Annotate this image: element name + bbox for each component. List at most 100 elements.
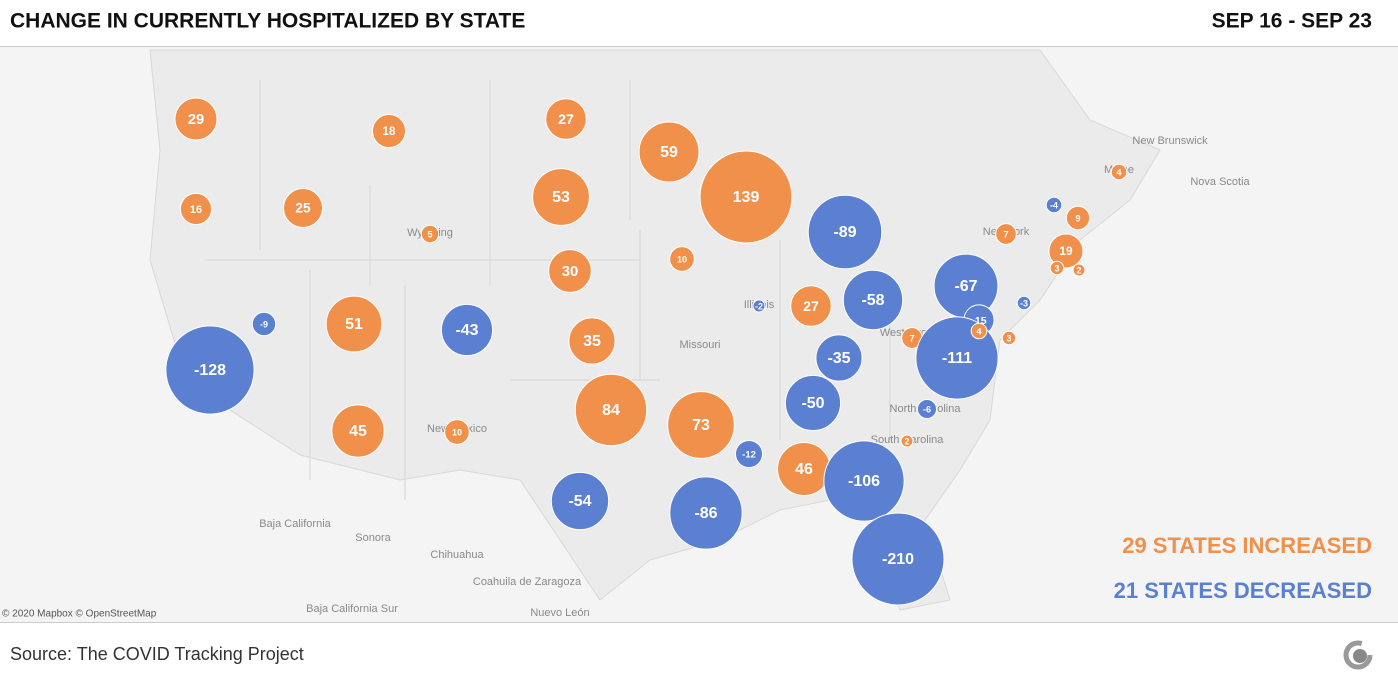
chart-title: CHANGE IN CURRENTLY HOSPITALIZED BY STAT…	[10, 10, 525, 33]
place-label: Coahuila de Zaragoza	[473, 576, 582, 588]
source: Source: The COVID Tracking Project	[10, 644, 304, 664]
bubble	[444, 419, 470, 445]
bubble-label: -128	[194, 362, 226, 379]
bubble-label: -106	[848, 473, 880, 490]
bubble	[548, 249, 592, 293]
bubble-label: -210	[882, 551, 914, 568]
bubble	[325, 295, 383, 353]
bubble	[420, 224, 440, 244]
bubble-label: 30	[562, 263, 579, 280]
bubble	[179, 192, 213, 226]
bubble	[1072, 263, 1086, 277]
bubble-label: -86	[694, 505, 717, 522]
bubble-label: 53	[552, 189, 570, 206]
bubble-label: 16	[190, 204, 202, 216]
bubble-label: -6	[923, 404, 931, 414]
date-range: SEP 16 - SEP 23	[1212, 10, 1372, 33]
bubble	[900, 434, 914, 448]
bubble	[532, 168, 590, 226]
logo-dot	[1353, 649, 1367, 663]
bubble-label: -3	[1020, 298, 1028, 308]
bubble-label: 27	[558, 112, 574, 128]
bubble-label: 18	[383, 126, 396, 138]
bubble	[1065, 205, 1091, 231]
bubble	[550, 471, 610, 531]
bubble	[667, 391, 735, 459]
bubble	[165, 325, 255, 415]
place-label: New Brunswick	[1132, 135, 1208, 147]
decrease-annotation: 21 STATES DECREASED	[1114, 578, 1372, 603]
bubble-label: 9	[1075, 213, 1080, 223]
bubble	[970, 322, 988, 340]
bubble	[842, 269, 904, 331]
bubble	[174, 97, 218, 141]
bubble-label: 29	[188, 112, 204, 128]
bubble-label: 73	[692, 417, 710, 434]
bubble	[371, 113, 407, 149]
bubble-label: 27	[803, 299, 819, 315]
bubble	[699, 150, 793, 244]
bubble-label: 7	[909, 333, 914, 343]
bubble	[851, 512, 945, 606]
bubble	[545, 98, 587, 140]
place-label: Baja California Sur	[306, 603, 398, 615]
bubble	[568, 317, 616, 365]
bubble	[823, 440, 905, 522]
bubble-label: 3	[1054, 263, 1059, 273]
bubble-label: -89	[833, 224, 856, 241]
bubble	[752, 299, 766, 313]
place-label: Nova Scotia	[1190, 176, 1250, 188]
place-label: Sonora	[355, 532, 391, 544]
bubble-label: 45	[349, 423, 367, 440]
bubble-label: 7	[1003, 229, 1008, 239]
place-label: Missouri	[680, 339, 721, 351]
bubble	[440, 303, 494, 357]
bubble-label: -50	[801, 395, 824, 412]
bubble	[283, 188, 323, 228]
bubble-label: 2	[904, 436, 909, 446]
bubble-label: -2	[755, 301, 763, 311]
bubble	[784, 374, 842, 432]
bubble-label: -54	[568, 493, 591, 510]
bubble-label: 4	[1116, 167, 1121, 177]
bubble-label: 139	[733, 189, 760, 206]
bubble	[1016, 295, 1032, 311]
bubble	[1045, 196, 1063, 214]
bubble	[638, 121, 700, 183]
bubble-label: 2	[1076, 265, 1081, 275]
bubble-label: -4	[1050, 200, 1058, 210]
bubble-label: 5	[427, 229, 432, 239]
bubble	[807, 194, 883, 270]
bubble-label: -9	[260, 319, 268, 329]
bubble	[331, 404, 385, 458]
bubble	[1049, 260, 1065, 276]
bubble-label: 59	[660, 144, 678, 161]
attribution: © 2020 Mapbox © OpenStreetMap	[2, 609, 157, 620]
bubble-label: 10	[452, 427, 462, 437]
bubble	[995, 223, 1017, 245]
bubble-label: -35	[827, 350, 850, 367]
bubble-label: -111	[942, 350, 972, 367]
bubble-label: 84	[602, 402, 620, 419]
bubble	[815, 334, 863, 382]
bubble	[916, 398, 938, 420]
bubble	[574, 373, 648, 447]
bubble	[1001, 330, 1017, 346]
bubble	[669, 476, 743, 550]
bubble-label: -43	[455, 322, 478, 339]
bubble-label: 3	[1006, 333, 1011, 343]
bubble-label: 46	[795, 461, 813, 478]
bubble	[1110, 163, 1128, 181]
logo	[1343, 640, 1373, 670]
bubble-label: 19	[1059, 244, 1073, 258]
bubble-label: 51	[345, 316, 363, 333]
bubble-label: -67	[954, 278, 977, 295]
bubble	[669, 246, 695, 272]
bubble-label: 4	[976, 326, 981, 336]
place-label: Chihuahua	[430, 549, 484, 561]
bubble-label: 25	[295, 201, 311, 216]
place-label: Nuevo León	[530, 607, 589, 619]
bubble	[251, 311, 277, 337]
